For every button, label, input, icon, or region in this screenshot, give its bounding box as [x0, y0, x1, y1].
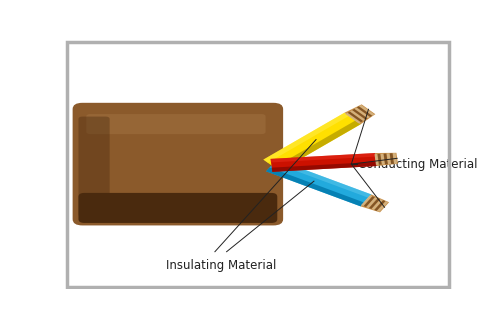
Polygon shape [393, 153, 397, 164]
Polygon shape [390, 153, 394, 164]
Polygon shape [274, 121, 361, 171]
Text: Insulating Material: Insulating Material [165, 259, 276, 272]
Polygon shape [355, 108, 370, 118]
Polygon shape [271, 153, 375, 162]
Polygon shape [352, 109, 368, 120]
Polygon shape [374, 200, 385, 211]
FancyBboxPatch shape [78, 193, 277, 223]
Polygon shape [378, 154, 382, 165]
Polygon shape [264, 113, 349, 163]
Polygon shape [387, 153, 391, 164]
Polygon shape [359, 105, 374, 116]
Polygon shape [369, 198, 380, 209]
Polygon shape [366, 197, 378, 208]
Polygon shape [272, 162, 377, 172]
Polygon shape [346, 113, 361, 124]
Polygon shape [271, 153, 377, 172]
Polygon shape [357, 106, 372, 117]
Polygon shape [375, 153, 398, 166]
Text: Conducting Material: Conducting Material [358, 158, 477, 171]
Polygon shape [274, 160, 371, 198]
Polygon shape [374, 154, 379, 165]
Polygon shape [348, 111, 363, 122]
Polygon shape [377, 201, 388, 212]
FancyBboxPatch shape [72, 103, 283, 226]
Polygon shape [361, 194, 389, 212]
Polygon shape [381, 154, 385, 164]
FancyBboxPatch shape [78, 117, 110, 217]
Polygon shape [264, 113, 361, 171]
Polygon shape [266, 167, 364, 206]
Polygon shape [364, 196, 375, 207]
Polygon shape [345, 104, 375, 124]
FancyBboxPatch shape [87, 114, 266, 134]
Polygon shape [266, 160, 371, 206]
Polygon shape [361, 195, 372, 206]
Polygon shape [372, 199, 383, 210]
Polygon shape [384, 154, 388, 164]
Polygon shape [350, 110, 365, 121]
